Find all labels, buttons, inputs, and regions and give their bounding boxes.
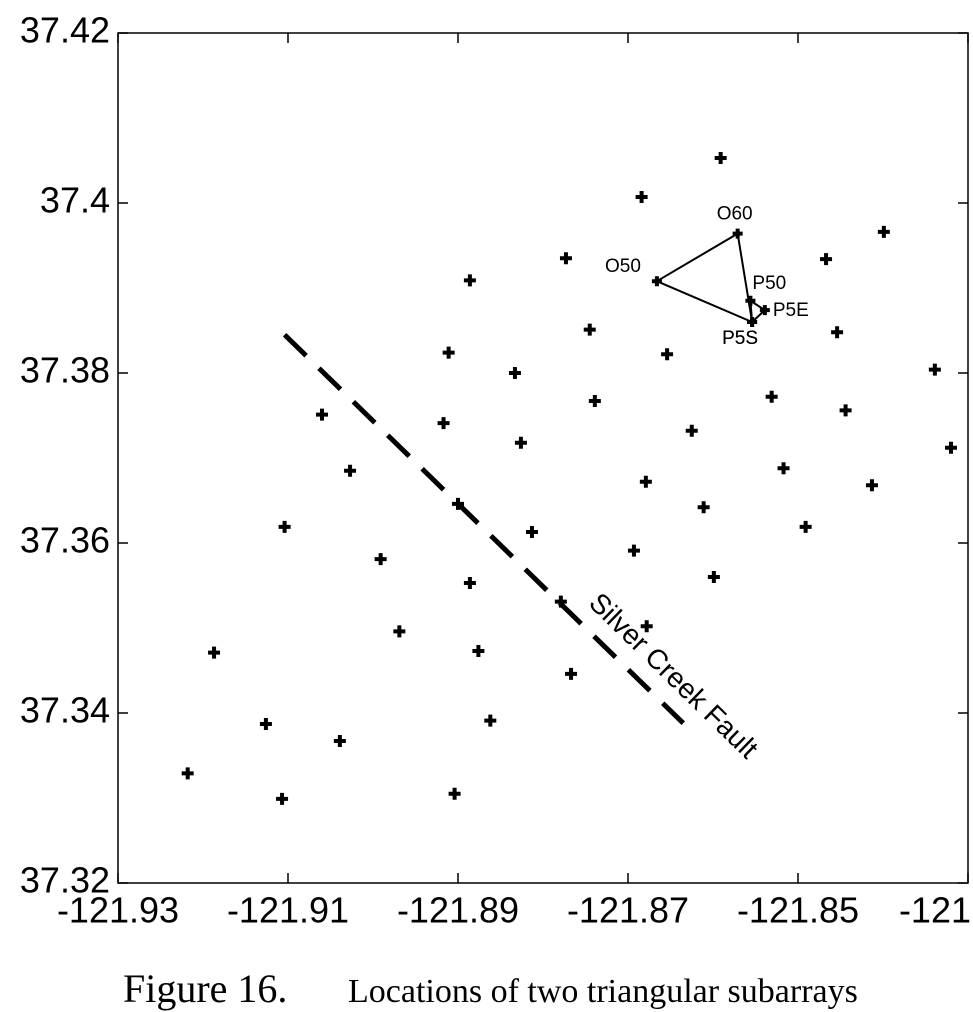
subarray-station <box>732 228 743 239</box>
station <box>463 274 476 287</box>
plot-frame <box>117 32 969 884</box>
station <box>627 544 640 557</box>
y-tick-label: 37.34 <box>20 690 110 731</box>
station <box>344 464 357 477</box>
station <box>640 620 653 633</box>
x-tick-label: -121.89 <box>397 890 519 931</box>
station <box>588 395 601 408</box>
fault-line <box>282 332 685 725</box>
station <box>831 326 844 339</box>
station <box>685 424 698 437</box>
station <box>877 225 890 238</box>
caption-label: Figure 16. <box>123 966 287 1011</box>
station <box>442 346 455 359</box>
x-tick-label: -121.87 <box>567 890 689 931</box>
x-tick-label: -121.93 <box>57 890 179 931</box>
subarray-station <box>747 317 758 327</box>
station <box>559 252 572 265</box>
station <box>259 718 272 731</box>
station <box>661 348 674 361</box>
y-tick-label: 37.4 <box>40 180 110 221</box>
station <box>316 408 328 421</box>
station <box>463 576 476 589</box>
station-label: P5E <box>773 300 809 321</box>
y-tick-label: 37.42 <box>20 10 110 51</box>
station <box>928 363 941 376</box>
station <box>765 390 778 403</box>
station <box>820 253 833 266</box>
station-label: P5S <box>722 328 758 349</box>
station <box>799 520 812 533</box>
station <box>484 714 497 727</box>
station <box>181 767 194 780</box>
x-tick-label: -121 <box>899 890 971 931</box>
station <box>639 475 652 488</box>
subarray-station <box>745 295 756 306</box>
station <box>276 792 289 805</box>
station <box>525 525 538 538</box>
station <box>714 151 727 164</box>
x-tick-label: -121.85 <box>737 890 859 931</box>
fault-label: Silver Creek Fault <box>583 587 764 765</box>
subarray-station <box>759 305 770 316</box>
station <box>707 571 720 583</box>
station <box>374 553 387 566</box>
station <box>437 417 450 430</box>
station <box>208 646 221 659</box>
y-tick-label: 37.32 <box>20 860 110 901</box>
station <box>514 436 527 449</box>
station <box>945 441 957 454</box>
station <box>448 787 461 800</box>
station <box>697 501 710 514</box>
station <box>635 191 648 204</box>
station <box>777 462 790 475</box>
station <box>472 644 485 657</box>
station <box>583 323 596 336</box>
x-tick-label: -121.91 <box>227 890 349 931</box>
station-label: O50 <box>605 256 641 277</box>
station <box>393 625 406 638</box>
station <box>508 367 521 379</box>
y-tick-label: 37.38 <box>20 350 110 391</box>
station <box>865 479 878 492</box>
station-label: P5S <box>722 328 758 349</box>
subarray-outline <box>749 298 767 325</box>
station <box>839 404 852 417</box>
subarray-outline <box>654 231 754 324</box>
subarray-station <box>651 276 662 287</box>
caption-text: Locations of two triangular subarrays <box>348 973 858 1010</box>
station <box>565 667 578 680</box>
station <box>278 520 291 533</box>
station <box>333 735 346 748</box>
station-label: O60 <box>717 204 753 225</box>
y-tick-label: 37.36 <box>20 520 110 561</box>
station-label: P50 <box>752 273 786 294</box>
